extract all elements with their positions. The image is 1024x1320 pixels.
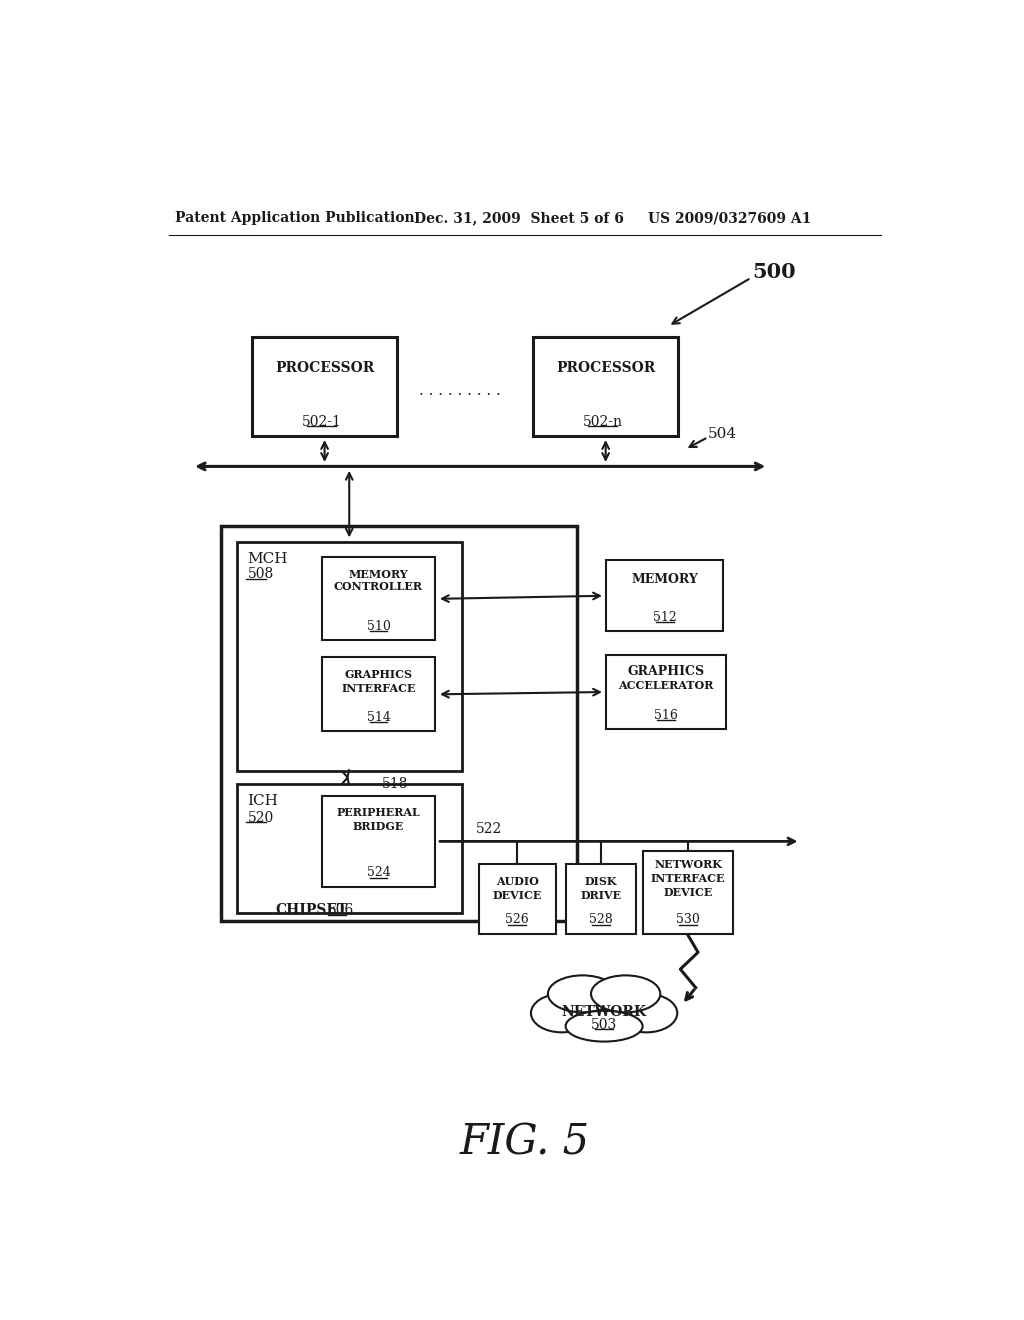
Text: 512: 512: [653, 611, 677, 624]
Text: 504: 504: [708, 428, 737, 441]
Text: 500: 500: [753, 263, 797, 282]
Text: 503: 503: [591, 1018, 617, 1032]
Text: INTERFACE: INTERFACE: [341, 682, 416, 694]
Text: MCH: MCH: [248, 552, 288, 566]
Text: AUDIO: AUDIO: [496, 876, 539, 887]
Text: NETWORK: NETWORK: [654, 859, 722, 870]
Text: Dec. 31, 2009  Sheet 5 of 6: Dec. 31, 2009 Sheet 5 of 6: [414, 211, 624, 226]
Text: 502-n: 502-n: [583, 414, 623, 429]
Bar: [643, 850, 733, 933]
Text: . . . . . . . . .: . . . . . . . . .: [419, 384, 501, 397]
Text: PROCESSOR: PROCESSOR: [275, 360, 374, 375]
Ellipse shape: [548, 975, 617, 1012]
Ellipse shape: [591, 975, 660, 1012]
Bar: [534, 337, 678, 436]
Text: 524: 524: [367, 866, 390, 879]
Text: 518: 518: [382, 776, 408, 791]
Text: ICH: ICH: [248, 793, 279, 808]
Text: Patent Application Publication: Patent Application Publication: [175, 211, 415, 226]
Text: 526: 526: [505, 913, 529, 927]
Text: ACCELERATOR: ACCELERATOR: [618, 680, 714, 692]
Text: CONTROLLER: CONTROLLER: [334, 581, 423, 591]
Text: 528: 528: [589, 913, 613, 927]
Ellipse shape: [565, 1011, 643, 1041]
Text: DEVICE: DEVICE: [493, 890, 542, 900]
Bar: [606, 655, 726, 729]
Ellipse shape: [531, 994, 593, 1032]
Text: INTERFACE: INTERFACE: [651, 873, 725, 884]
Text: MEMORY: MEMORY: [348, 569, 409, 579]
Bar: [478, 865, 556, 933]
Text: 520: 520: [248, 810, 273, 825]
Bar: [221, 527, 578, 921]
Text: 502-1: 502-1: [302, 414, 341, 429]
Text: DRIVE: DRIVE: [581, 890, 622, 900]
Text: 516: 516: [654, 709, 678, 722]
Text: 510: 510: [367, 620, 390, 634]
Text: 522: 522: [475, 822, 502, 836]
Text: GRAPHICS: GRAPHICS: [344, 669, 413, 680]
Text: GRAPHICS: GRAPHICS: [628, 665, 705, 678]
Bar: [322, 796, 435, 887]
Text: NETWORK: NETWORK: [561, 1006, 647, 1019]
Bar: [606, 560, 724, 631]
Ellipse shape: [615, 994, 677, 1032]
Text: MEMORY: MEMORY: [632, 573, 698, 586]
Bar: [252, 337, 397, 436]
Text: 506: 506: [328, 903, 354, 917]
Bar: [237, 543, 462, 771]
Bar: [322, 657, 435, 731]
Bar: [566, 865, 636, 933]
Text: PROCESSOR: PROCESSOR: [556, 360, 655, 375]
Text: FIG. 5: FIG. 5: [460, 1122, 590, 1163]
Ellipse shape: [543, 985, 666, 1035]
Text: US 2009/0327609 A1: US 2009/0327609 A1: [648, 211, 811, 226]
Bar: [237, 784, 462, 913]
Text: 514: 514: [367, 711, 390, 723]
Bar: [322, 557, 435, 640]
Text: PERIPHERAL: PERIPHERAL: [337, 808, 421, 818]
Text: DEVICE: DEVICE: [664, 887, 713, 898]
Text: DISK: DISK: [585, 876, 617, 887]
Text: CHIPSET: CHIPSET: [275, 903, 347, 917]
Text: 508: 508: [248, 568, 273, 581]
Text: 530: 530: [676, 913, 700, 927]
Text: BRIDGE: BRIDGE: [353, 821, 404, 833]
